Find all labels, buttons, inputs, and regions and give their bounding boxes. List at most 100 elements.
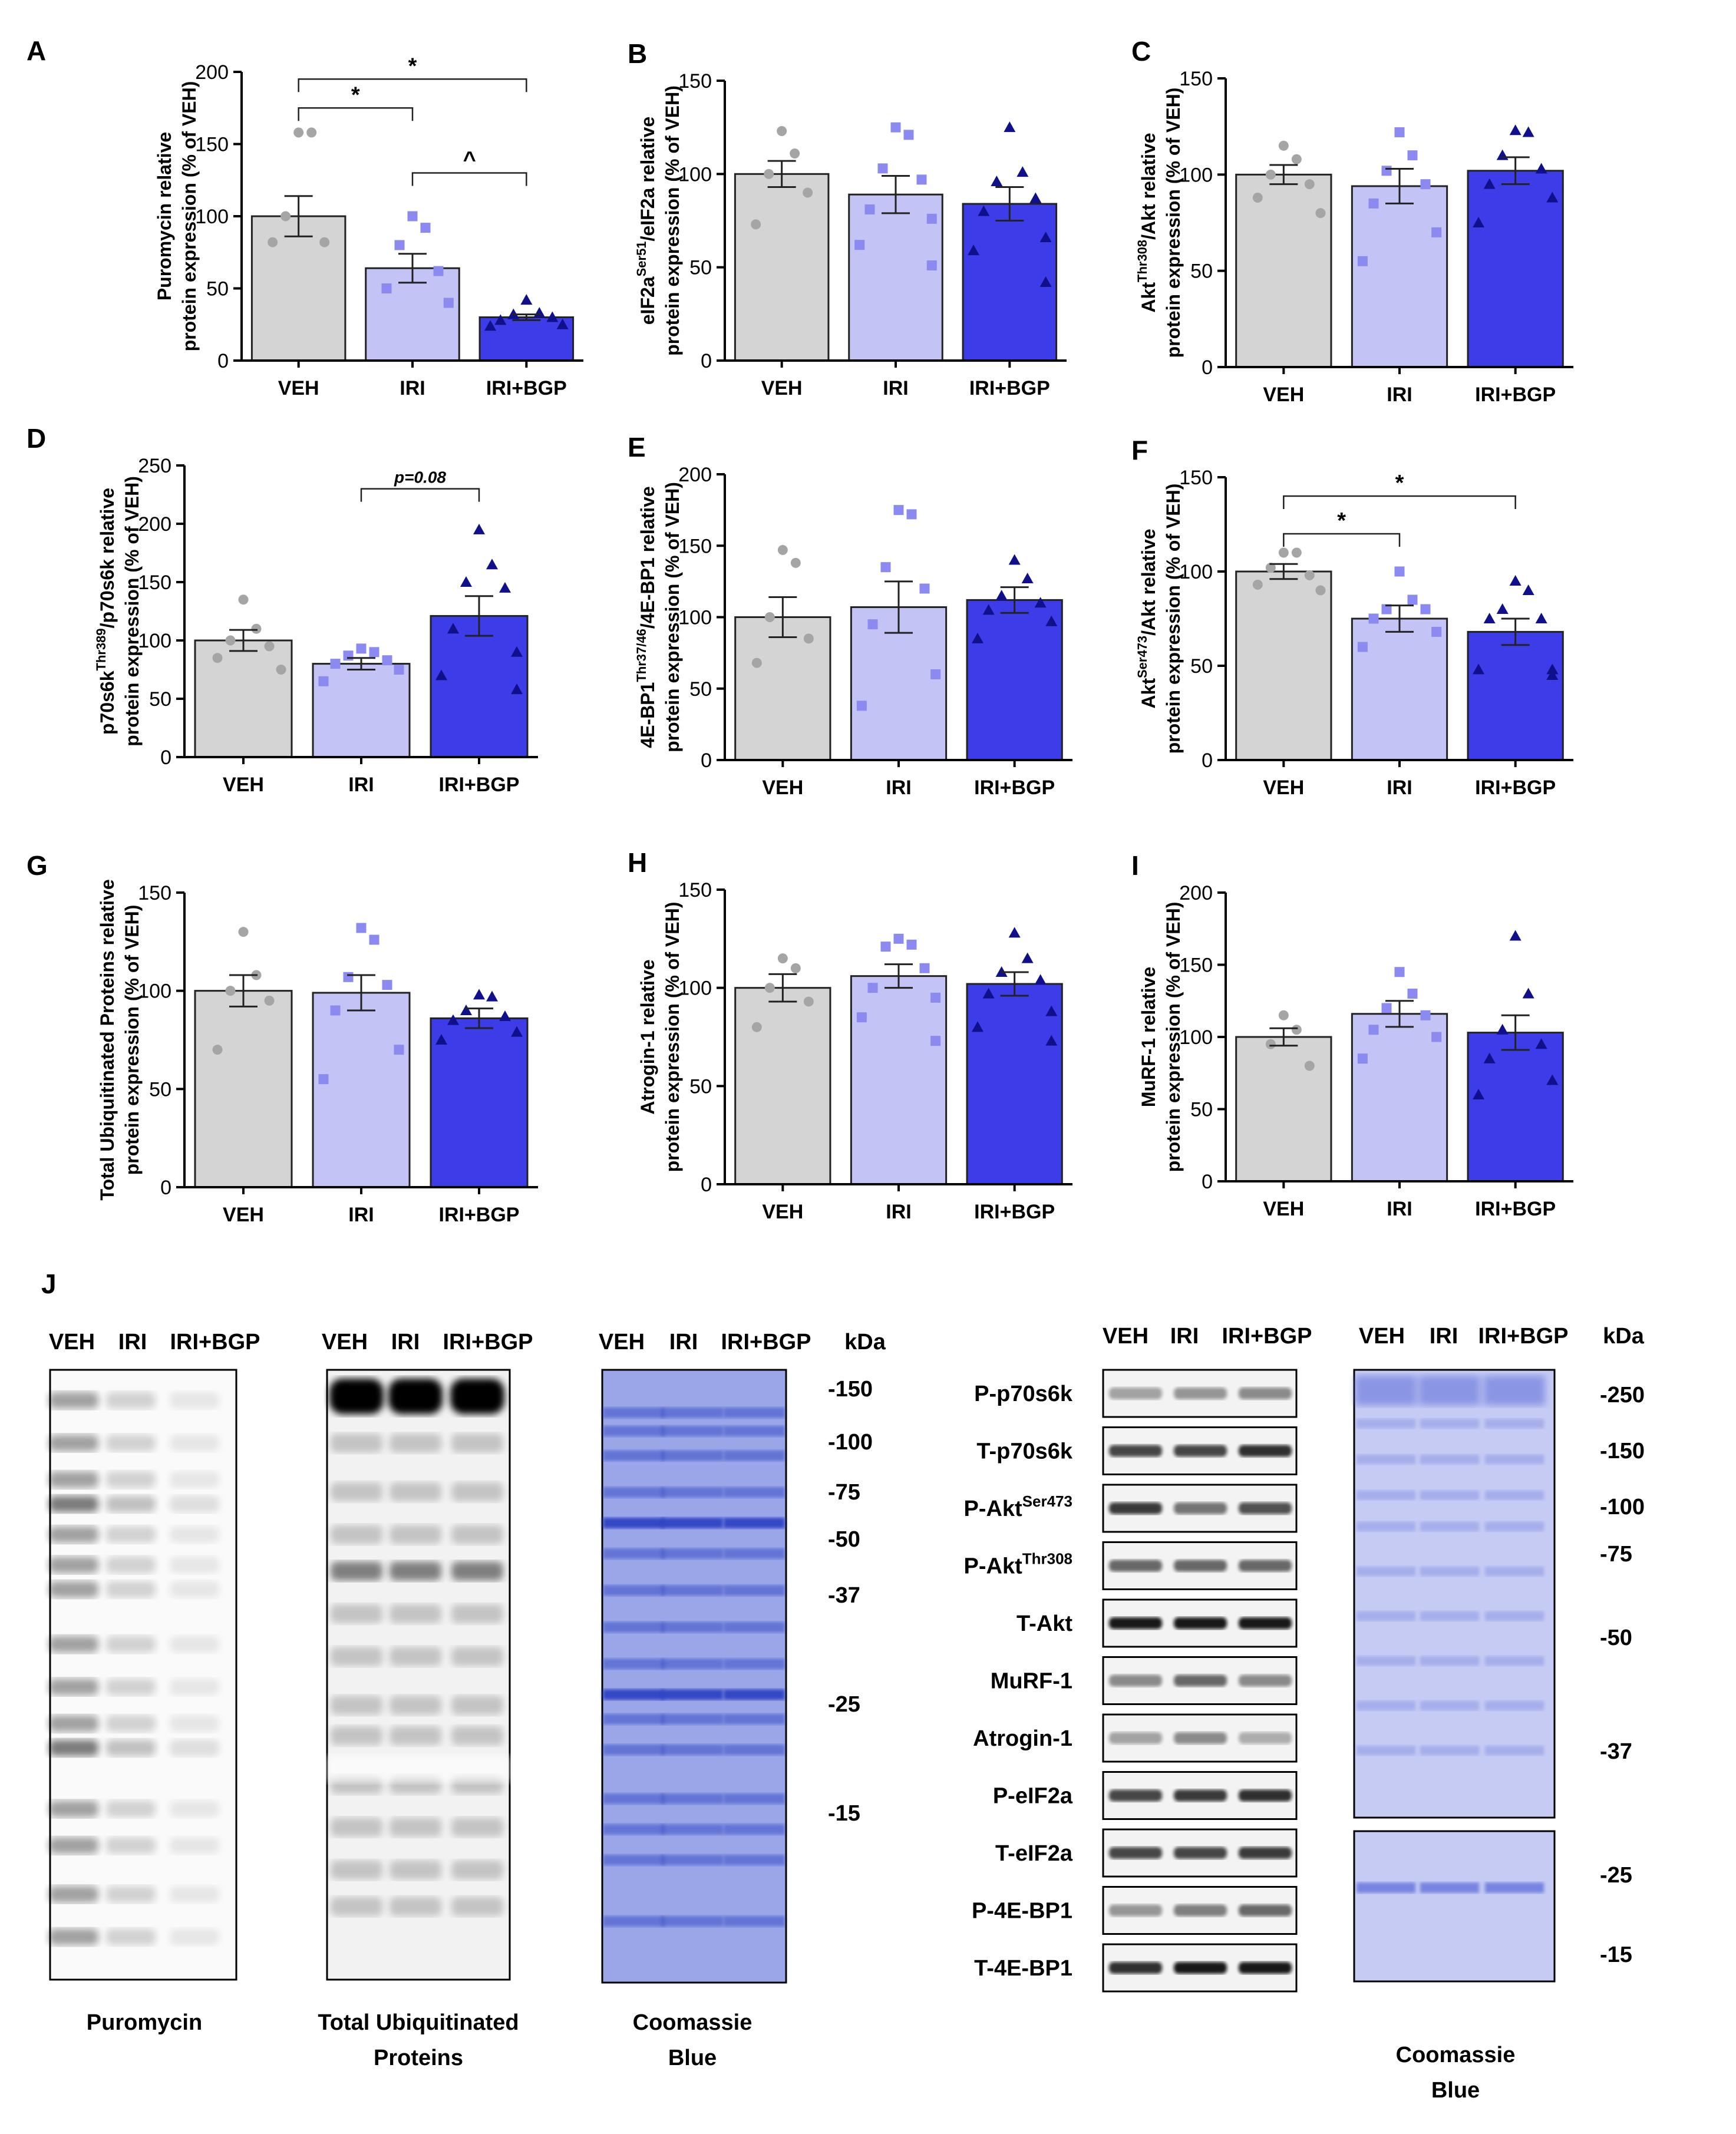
data-point <box>306 127 317 138</box>
blot-band <box>1357 1611 1415 1621</box>
strip-label: T-4E-BP1 <box>974 1956 1072 1981</box>
data-point <box>1029 192 1042 203</box>
blot-band <box>603 1548 664 1559</box>
data-point <box>867 983 878 993</box>
data-point <box>511 646 523 657</box>
data-point <box>276 665 286 675</box>
lane-header: IRI+BGP <box>1478 1324 1568 1349</box>
lane-header: IRI+BGP <box>1222 1324 1312 1349</box>
data-point <box>1420 1010 1431 1020</box>
strip-band <box>1109 1904 1162 1917</box>
blot-band <box>49 1928 98 1945</box>
error-bar-VEH <box>229 629 258 652</box>
y-tick-label: 0 <box>701 350 712 372</box>
bar-IRI+BGP <box>966 599 1063 761</box>
blot-band <box>390 1647 441 1666</box>
data-point <box>1291 547 1302 558</box>
data-point <box>394 1045 404 1055</box>
data-point <box>268 237 278 247</box>
blot-band <box>1420 1656 1479 1666</box>
bar-IRI+BGP <box>478 316 575 362</box>
data-point <box>484 320 497 331</box>
data-point <box>264 995 275 1006</box>
strip-band <box>1239 1445 1292 1457</box>
bar-IRI <box>365 267 460 362</box>
data-point <box>978 205 990 216</box>
y-axis-label-2: protein expression (% of VEH) <box>1163 484 1184 754</box>
error-bar-IRI+BGP <box>1501 1014 1530 1051</box>
chart-panel-a: A 0 50 100 150 200 VEH IRI IRI+BGP Puromycin rela… <box>27 35 583 399</box>
y-tick-label: 200 <box>195 61 229 84</box>
strip-band <box>1109 1445 1162 1457</box>
data-point <box>318 1074 329 1085</box>
data-point <box>212 653 223 663</box>
y-axis-label: eIF2aSer51/eIF2a relative <box>634 117 658 325</box>
lane-header: IRI+BGP <box>721 1330 811 1355</box>
y-tick-label: 150 <box>195 134 229 156</box>
data-point <box>1509 930 1522 941</box>
x-tick-label: VEH <box>278 377 319 399</box>
blot-band <box>49 1471 98 1488</box>
data-point <box>225 986 236 996</box>
y-tick-label: 200 <box>138 513 171 536</box>
strip-band <box>1174 1962 1227 1974</box>
data-point <box>926 213 937 224</box>
y-tick-label: 150 <box>678 70 712 93</box>
strip-band <box>1174 1617 1227 1629</box>
blot-band <box>451 1433 503 1453</box>
error-bar-VEH <box>768 973 797 1003</box>
blot-band <box>390 1696 441 1715</box>
panel-letter-i: I <box>1131 850 1139 881</box>
blot-band <box>1419 1376 1480 1405</box>
data-point <box>764 169 774 179</box>
data-point <box>546 311 559 322</box>
lane-header: IRI <box>669 1330 698 1355</box>
bar-VEH <box>734 173 830 362</box>
blot-band <box>662 1713 723 1725</box>
data-point <box>903 130 914 140</box>
y-tick-label: 150 <box>138 882 171 904</box>
data-point <box>1315 585 1326 596</box>
y-tick-label: 50 <box>1190 655 1213 678</box>
western-strips: VEH IRI IRI+BGP P-p70s6k T-p70s6k P-AktSer473… <box>963 1324 1312 1993</box>
x-tick-label: VEH <box>1263 1198 1304 1220</box>
blot-band <box>1357 1455 1415 1464</box>
blot-band <box>603 1689 664 1700</box>
data-point <box>1483 613 1496 623</box>
data-point <box>473 989 485 1000</box>
kda-marker: -37 <box>828 1583 860 1608</box>
blot-band <box>331 1525 382 1544</box>
data-point <box>1535 613 1547 623</box>
blot-band <box>1485 1455 1544 1464</box>
y-tick-label: 100 <box>195 206 229 228</box>
error-bar-VEH <box>1269 164 1298 186</box>
data-point <box>319 237 330 247</box>
strip-label: Atrogin-1 <box>973 1726 1072 1751</box>
x-tick-label: IRI <box>400 377 425 399</box>
blot-band <box>724 1548 785 1559</box>
y-tick-label: 250 <box>138 455 171 477</box>
strip-label: MuRF-1 <box>991 1669 1072 1694</box>
blot-band <box>390 1726 441 1745</box>
caption-puromycin: Puromycin <box>87 2010 202 2035</box>
data-point <box>1265 1039 1276 1049</box>
significance-label: * <box>1395 471 1404 495</box>
bracket-line <box>360 488 480 502</box>
y-tick-label: 150 <box>678 535 712 557</box>
data-point <box>764 612 775 622</box>
blot-band <box>106 1715 156 1732</box>
blot-band <box>662 1744 723 1755</box>
significance-label: * <box>408 54 417 78</box>
strip-band <box>1174 1445 1227 1457</box>
blot-band <box>451 1525 503 1544</box>
blot-band <box>662 1426 723 1436</box>
blot-band <box>390 1433 441 1453</box>
blot-band <box>106 1526 156 1543</box>
data-point <box>1252 579 1263 590</box>
x-tick-label: VEH <box>1263 384 1304 406</box>
error-bar-IRI <box>884 963 913 989</box>
strip-label: T-eIF2a <box>995 1841 1073 1866</box>
lane-header: IRI <box>118 1330 147 1355</box>
strip-band <box>1109 1674 1162 1687</box>
x-tick-label: IRI <box>1387 384 1412 406</box>
